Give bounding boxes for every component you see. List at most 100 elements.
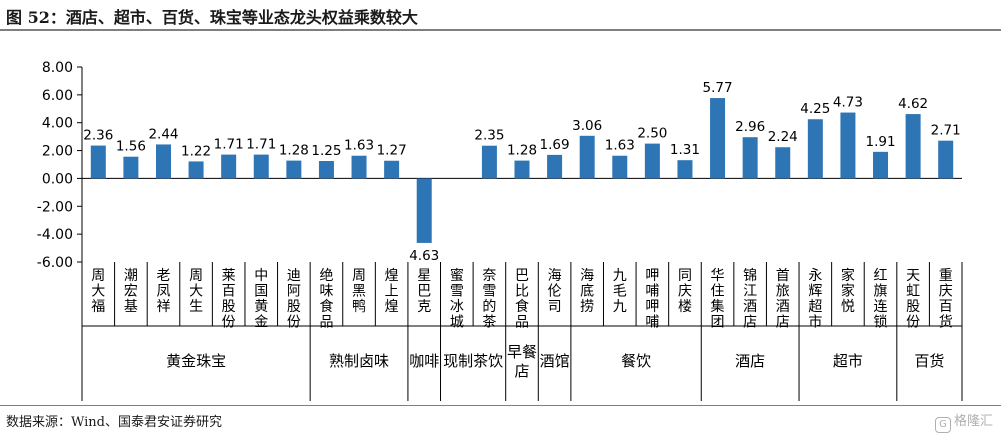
category-label: 周大生	[189, 268, 203, 315]
bar-value-label: 2.50	[637, 126, 667, 142]
group-label: 熟制卤味	[329, 352, 389, 370]
bar	[286, 160, 302, 179]
bar-value-label: 3.06	[572, 118, 602, 134]
category-label: 海伦司	[548, 268, 562, 315]
category-label: 周黑鸭	[352, 268, 366, 315]
watermark: G 格隆汇	[934, 410, 993, 433]
y-tick-label: -2.00	[37, 199, 73, 215]
bar-value-label: 1.22	[181, 143, 211, 159]
category-label: 呷哺呷哺	[645, 268, 659, 331]
category-label: 永辉超市	[808, 268, 822, 331]
category-label: 奈雪的茶	[482, 268, 496, 331]
group-label: 酒店	[735, 352, 765, 370]
bar-value-label: 2.96	[735, 119, 765, 135]
bar-value-label: 2.36	[83, 128, 113, 144]
bar-value-label: 2.35	[474, 128, 504, 144]
category-label: 重庆百货	[939, 268, 953, 331]
group-label: 咖啡	[409, 352, 439, 370]
bar	[318, 161, 334, 179]
category-label: 海底捞	[580, 268, 594, 315]
bar	[905, 114, 921, 179]
bar-value-label: 1.63	[605, 138, 635, 154]
y-tick-label: -4.00	[37, 227, 73, 243]
bar	[416, 178, 432, 243]
bar-value-label: 1.28	[279, 143, 309, 159]
bar	[90, 145, 106, 179]
bar-value-label: 2.71	[931, 123, 961, 139]
category-label: 潮宏基	[124, 268, 138, 315]
bar	[384, 160, 400, 179]
watermark-logo-icon: G	[934, 417, 951, 433]
bar-value-label: 2.24	[768, 129, 798, 145]
bar-value-label: 1.71	[214, 137, 244, 153]
bar-value-label: 4.62	[898, 96, 928, 112]
source-note: 数据来源：Wind、国泰君安证券研究	[6, 415, 222, 430]
group-label: 超市	[833, 352, 863, 370]
category-label: 绝味食品	[319, 268, 333, 331]
bar-value-label: 4.73	[833, 95, 863, 111]
category-label: 华住集团	[711, 268, 725, 331]
bar	[188, 161, 204, 179]
bar-value-label: 2.44	[148, 126, 178, 142]
bar-value-label: 1.28	[507, 143, 537, 159]
bar	[775, 147, 791, 179]
bar	[938, 140, 954, 179]
y-tick-label: 4.00	[42, 116, 73, 132]
category-label: 九毛九	[613, 268, 627, 315]
figure-title: 图 52：酒店、超市、百货、珠宝等业态龙头权益乘数较大	[6, 8, 418, 27]
category-label: 红旗连锁	[874, 268, 888, 331]
group-label: 现制茶饮	[443, 352, 503, 370]
group-label: 百货	[914, 352, 944, 370]
bar	[514, 160, 530, 179]
category-label: 天虹股份	[906, 268, 920, 331]
bottom-rule	[0, 405, 1001, 406]
category-label: 锦江酒店	[743, 267, 757, 331]
title-bar: 图 52：酒店、超市、百货、珠宝等业态龙头权益乘数较大	[0, 0, 1001, 31]
category-label: 蜜雪冰城	[450, 268, 464, 331]
category-label: 中国黄金	[254, 268, 268, 331]
bar	[742, 137, 758, 179]
bar	[221, 154, 237, 179]
bar-value-label: 1.91	[865, 134, 895, 150]
bar	[253, 154, 269, 179]
title-rule	[0, 29, 1001, 31]
bar	[547, 154, 563, 179]
bar-value-label: 1.27	[377, 143, 407, 159]
category-label: 星巴克	[417, 268, 431, 315]
bar	[351, 155, 367, 179]
bar	[710, 98, 726, 179]
bar	[677, 160, 693, 179]
bar	[873, 151, 889, 179]
y-tick-label: -6.00	[37, 255, 73, 271]
category-label: 老凤祥	[156, 268, 170, 315]
category-label: 煌上煌	[385, 268, 399, 315]
group-label: 餐饮	[621, 352, 651, 370]
y-tick-label: 2.00	[42, 144, 73, 160]
watermark-text: 格隆汇	[953, 414, 993, 429]
group-label: 黄金珠宝	[166, 352, 226, 370]
group-label: 早餐店	[507, 343, 537, 380]
bar	[612, 155, 628, 179]
category-label: 首旅酒店	[776, 268, 790, 331]
bar	[807, 119, 823, 179]
category-label: 巴比食品	[515, 268, 529, 331]
bar	[579, 135, 595, 179]
bar-value-label: 1.69	[540, 137, 570, 153]
category-label: 周大福	[91, 268, 105, 315]
bar-value-label: 1.31	[670, 142, 700, 158]
bar-chart: 8.00 6.00 4.00 2.00 0.00 -2.00 -4.00 -6.00 2.36 1…	[37, 60, 963, 401]
y-tick-label: 6.00	[42, 88, 73, 104]
bar-value-label: 1.25	[311, 143, 341, 159]
bar-value-label: 5.77	[703, 80, 733, 96]
bar-value-label: 1.71	[246, 137, 276, 153]
bar	[644, 143, 660, 179]
bar-value-label: 4.63	[409, 248, 439, 264]
bar	[840, 112, 856, 179]
bar	[481, 145, 497, 179]
category-label: 家家悦	[841, 267, 855, 315]
y-tick-label: 8.00	[42, 60, 73, 76]
bar-value-label: 4.25	[800, 101, 830, 117]
bar	[155, 144, 171, 179]
category-label: 莱百股份	[222, 268, 236, 331]
y-tick-label: 0.00	[42, 171, 73, 187]
